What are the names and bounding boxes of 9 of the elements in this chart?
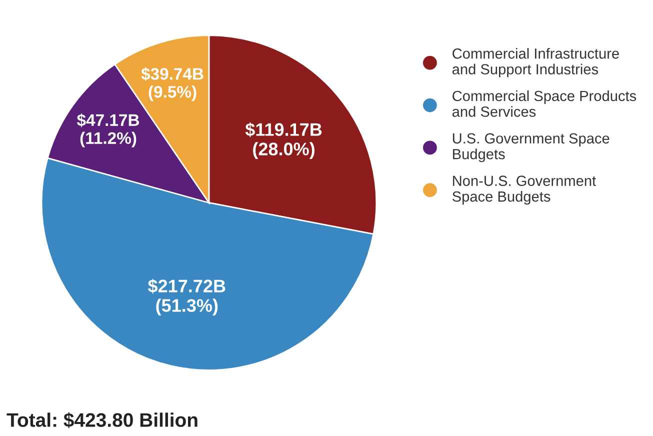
data-label: $119.17B (28.0%) [245,122,322,159]
legend-label: U.S. Government Space Budgets [452,133,610,162]
legend-label: Non-U.S. Government Space Budgets [452,176,596,205]
data-label: $39.74B (9.5%) [141,67,204,102]
data-label: $217.72B (51.3%) [148,278,226,316]
text: Total: $423.80 Billion [6,412,198,428]
data-label: $47.17B (11.2%) [76,114,140,148]
legend-label: Commercial Space Products and Services [452,90,636,117]
legend-label: Commercial Infrastructure and Support Industries [452,48,619,78]
